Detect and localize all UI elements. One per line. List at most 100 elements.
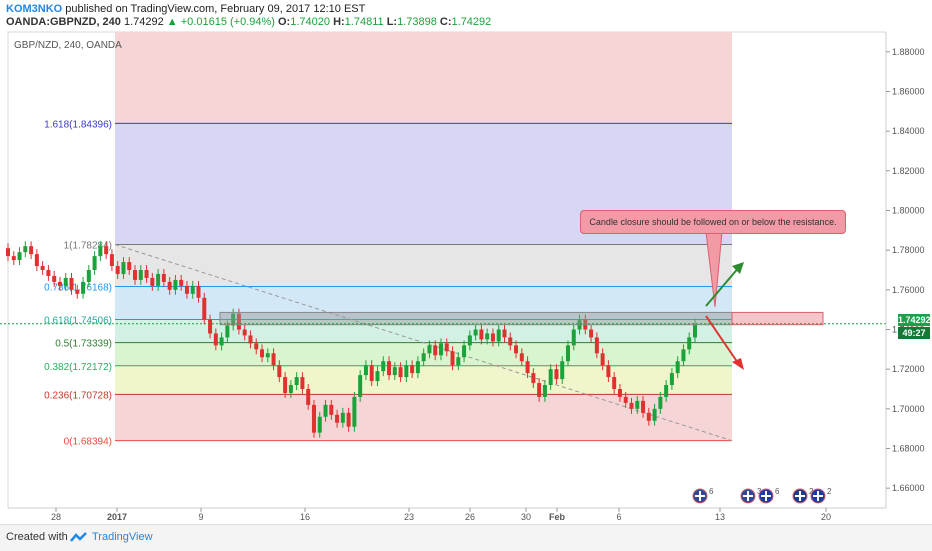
candle-body — [363, 365, 368, 376]
candle-body — [629, 402, 634, 409]
drawings[interactable] — [0, 231, 886, 370]
candle-body — [57, 281, 62, 286]
candle-body — [265, 353, 270, 358]
candle-body — [606, 365, 611, 378]
callout-note[interactable]: Candle closure should be followed on or … — [580, 210, 846, 234]
candle-body — [467, 335, 472, 346]
resistance-zone-extension[interactable] — [731, 311, 824, 326]
candle-body — [548, 369, 553, 386]
chart-header: KOM3NKO published on TradingView.com, Fe… — [0, 0, 932, 30]
low-value: 1.73898 — [397, 16, 437, 28]
fib-band[interactable] — [115, 394, 732, 441]
fib-level-label: 0.236(1.70728) — [44, 390, 112, 401]
tradingview-logo-icon[interactable] — [70, 531, 88, 545]
close-label: C: — [439, 16, 452, 28]
fibonacci-retracement[interactable]: 1.618(1.84396) 1(1.78284) 0.786(1.76168) 0.… — [44, 32, 732, 448]
bullish-arrow[interactable] — [705, 265, 741, 307]
economic-events[interactable]: 6 3 6 2 2 — [692, 487, 832, 504]
last-price-badge: 1.74292 — [898, 314, 931, 326]
candle-body — [375, 371, 380, 382]
symbol-label[interactable]: OANDA:GBPNZD, 240 — [6, 16, 121, 28]
footer: Created with TradingView — [0, 524, 932, 551]
candle-body — [658, 396, 663, 409]
candle-body — [462, 345, 467, 358]
candle-body — [34, 254, 39, 267]
candle-body — [675, 361, 680, 374]
candle-body — [75, 289, 80, 294]
fib-level-label: 1(1.78284) — [64, 241, 112, 252]
candle-body — [410, 365, 415, 374]
candle-body — [514, 345, 519, 354]
fib-band[interactable] — [115, 244, 732, 287]
time-axis[interactable]: 28 2017 9 16 23 26 30 Feb 6 13 20 — [8, 507, 886, 522]
candle-body — [346, 412, 351, 427]
candle-body — [133, 270, 138, 280]
candle-body — [306, 389, 311, 405]
candle-body — [600, 353, 605, 366]
candle-body — [86, 270, 91, 282]
candle-body — [231, 313, 236, 326]
bearish-arrow[interactable] — [705, 315, 741, 367]
author-link[interactable]: KOM3NKO — [6, 3, 63, 15]
candle-body — [115, 266, 120, 274]
candle-body — [496, 329, 501, 342]
publish-line: KOM3NKO published on TradingView.com, Fe… — [6, 3, 365, 15]
fib-level-label: 0(1.68394) — [64, 437, 112, 448]
countdown-badge: 49:27 — [898, 327, 930, 339]
price-tick-label: 1.70000 — [892, 404, 925, 414]
event-count: 3 — [757, 487, 762, 496]
candle-body — [260, 349, 265, 358]
price-tick-label: 1.86000 — [892, 87, 925, 97]
time-tick-label: 16 — [300, 512, 310, 522]
price-change: +0.01615 (+0.94%) — [180, 16, 275, 28]
candle-body — [565, 345, 570, 362]
trend-line[interactable] — [114, 244, 733, 442]
candle-body — [560, 361, 565, 380]
chart-title: GBP/NZD, 240, OANDA — [14, 40, 122, 51]
candle-body — [617, 389, 622, 397]
fib-band[interactable] — [115, 286, 732, 320]
fib-band[interactable] — [115, 365, 732, 395]
candle-body — [81, 281, 86, 294]
candle-body — [300, 377, 305, 389]
candle-body — [6, 248, 10, 257]
time-tick-label: 20 — [821, 512, 831, 522]
candle-body — [502, 329, 507, 338]
change-arrow-icon: ▲ — [166, 16, 178, 28]
candle-body — [236, 313, 241, 330]
candle-body — [69, 277, 74, 290]
ohlc-line: OANDA:GBPNZD, 240 1.74292 ▲ +0.01615 (+0… — [6, 16, 491, 28]
resistance-zone[interactable] — [219, 311, 733, 326]
fib-level-label: 0.786(1.76168) — [44, 283, 112, 294]
price-tick-label: 1.68000 — [892, 444, 925, 454]
candle-body — [92, 256, 97, 270]
candle-body — [404, 365, 409, 378]
candle-body — [358, 375, 363, 397]
time-tick-label: 23 — [404, 512, 414, 522]
candle-body — [485, 333, 490, 340]
event-count: 6 — [709, 487, 714, 496]
candle-body — [277, 365, 282, 378]
dashed-trend-line[interactable] — [114, 244, 733, 442]
brand-link[interactable]: TradingView — [92, 531, 153, 543]
candle-body — [554, 369, 559, 380]
candle-body — [317, 416, 322, 433]
fib-extension-zone[interactable] — [115, 32, 732, 124]
time-tick-label: 6 — [616, 512, 621, 522]
candle-body — [392, 367, 397, 376]
price-tick-label: 1.76000 — [892, 285, 925, 295]
time-tick-label: Feb — [549, 512, 566, 522]
candle-body — [531, 373, 536, 384]
candle-body — [335, 414, 340, 423]
event-count: 2 — [827, 487, 832, 496]
candle-body — [40, 266, 45, 270]
candle-body — [450, 351, 455, 366]
candle-body — [63, 277, 68, 286]
candle-body — [693, 323, 697, 338]
candle-body — [104, 246, 109, 255]
candle-body — [17, 252, 22, 261]
candle-body — [490, 333, 495, 342]
price-axis[interactable]: 1.660001.680001.700001.720001.740001.760… — [885, 32, 925, 508]
candle-body — [612, 377, 617, 389]
